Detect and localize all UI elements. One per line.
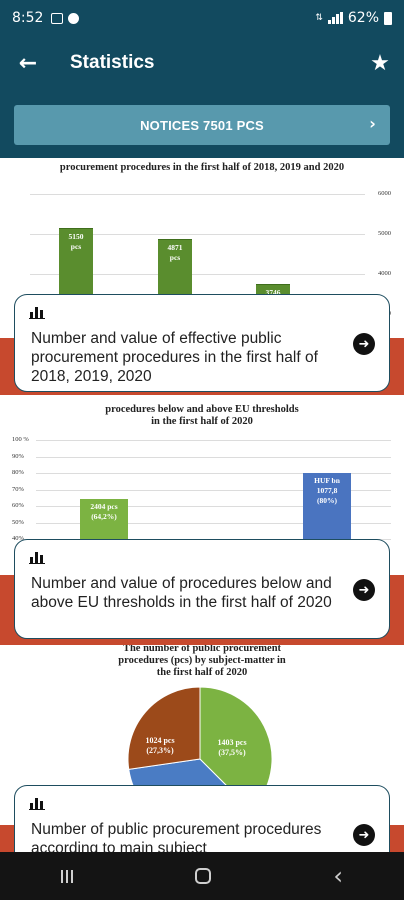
card-3-description: Number of public procurement procedures … bbox=[31, 821, 322, 852]
recent-apps-icon[interactable] bbox=[61, 869, 74, 883]
page-title: Statistics bbox=[70, 52, 155, 73]
card-3-info-box[interactable]: Number of public procurement procedures … bbox=[14, 785, 390, 852]
favorite-star-icon[interactable]: ★ bbox=[370, 50, 390, 76]
bar-value-label: 4871 bbox=[167, 243, 183, 253]
bar-chart-icon bbox=[29, 796, 45, 810]
battery-icon bbox=[384, 11, 392, 25]
y-tick-label: 80% bbox=[12, 469, 24, 476]
y-tick-label: 90% bbox=[12, 452, 24, 460]
gridline bbox=[30, 194, 365, 195]
battery-percent: 62% bbox=[347, 10, 379, 26]
y-tick-label: 6000 bbox=[378, 190, 391, 197]
wifi-icon: ⇅ bbox=[315, 13, 323, 23]
chart-3-title-line1: The number of public procurement bbox=[122, 645, 282, 654]
bar-unit-label: pcs bbox=[169, 253, 181, 263]
y-tick-label: 60% bbox=[12, 502, 24, 509]
bar-value-label: 2404 pcs bbox=[90, 502, 118, 512]
notices-button[interactable]: NOTICES 7501 PCS › bbox=[14, 105, 390, 145]
pie-label-2-line1: 1403 pcs bbox=[217, 738, 246, 747]
pie-label-2-line2: (37,5%) bbox=[218, 748, 246, 757]
gridline bbox=[36, 456, 391, 458]
chart-2-title-line1: procedures below and above EU thresholds bbox=[105, 404, 299, 415]
home-icon[interactable] bbox=[195, 868, 212, 884]
notices-band: NOTICES 7501 PCS › bbox=[0, 90, 404, 158]
chart-3-title-line2: procedures (pcs) by subject-matter in bbox=[118, 655, 286, 666]
bar-value-label: 1077,8 bbox=[316, 486, 338, 495]
status-bar: 8:52 ⇅ 62% bbox=[0, 0, 404, 36]
back-arrow-icon[interactable]: ← bbox=[18, 50, 38, 76]
gridline bbox=[36, 440, 391, 441]
bar-value-label: (64,2%) bbox=[91, 512, 117, 522]
stat-card-3[interactable]: The number of public procurement procedu… bbox=[0, 645, 404, 852]
y-tick-label: 100 % bbox=[12, 436, 29, 443]
arrow-right-circle-icon[interactable]: ➜ bbox=[353, 824, 375, 846]
gridline bbox=[36, 489, 391, 491]
bar-value-label: 3746 bbox=[265, 288, 281, 298]
y-tick-label: 4000 bbox=[378, 270, 391, 277]
bar-value-label: HUF bn bbox=[314, 476, 340, 485]
pie-label-1-line2: (27,3%) bbox=[146, 746, 174, 755]
bar-value-label: (80%) bbox=[317, 496, 337, 505]
gridline bbox=[36, 522, 391, 524]
chart-1-title: procurement procedures in the first half… bbox=[59, 162, 345, 173]
bar-unit-label: pcs bbox=[70, 242, 82, 251]
bar-chart-icon bbox=[29, 550, 45, 564]
y-tick-label: 40% bbox=[12, 535, 24, 542]
app-bar: ← Statistics ★ bbox=[0, 36, 404, 90]
y-tick-label: 5000 bbox=[378, 230, 391, 237]
gridline bbox=[30, 234, 365, 235]
bar-value-label: 5150 bbox=[68, 232, 84, 241]
back-chevron-icon[interactable]: ‹ bbox=[333, 862, 343, 890]
card-1-info-box[interactable]: Number and value of effective public pro… bbox=[14, 294, 390, 392]
pie-slice-1 bbox=[127, 686, 201, 770]
system-nav-bar: ‹ bbox=[0, 852, 404, 900]
y-tick-label: 70% bbox=[12, 485, 24, 493]
gridline bbox=[36, 473, 391, 474]
gallery-notification-icon bbox=[51, 12, 64, 24]
card-2-description: Number and value of procedures below and… bbox=[31, 575, 332, 611]
arrow-right-circle-icon[interactable]: ➜ bbox=[353, 333, 375, 355]
chart-2-title-line2: in the first half of 2020 bbox=[151, 416, 253, 427]
notices-button-label: NOTICES 7501 PCS bbox=[140, 117, 264, 133]
card-2-info-box[interactable]: Number and value of procedures below and… bbox=[14, 539, 390, 639]
pie-label-1-line1: 1024 pcs bbox=[145, 736, 174, 745]
chart-3-title-line3: the first half of 2020 bbox=[156, 667, 248, 678]
chevron-right-icon: › bbox=[369, 114, 376, 133]
gridline bbox=[36, 506, 391, 507]
signal-icon bbox=[327, 12, 343, 24]
gridline bbox=[30, 274, 365, 275]
arrow-right-circle-icon[interactable]: ➜ bbox=[353, 579, 375, 601]
status-time: 8:52 bbox=[12, 10, 44, 26]
bar-chart-icon bbox=[29, 305, 45, 319]
stat-card-2[interactable]: procedures below and above EU thresholds… bbox=[0, 395, 404, 645]
stat-card-1[interactable]: procurement procedures in the first half… bbox=[0, 158, 404, 395]
card-1-description: Number and value of effective public pro… bbox=[31, 330, 318, 385]
y-tick-label: 50% bbox=[12, 518, 24, 526]
app-notification-icon bbox=[68, 12, 80, 24]
